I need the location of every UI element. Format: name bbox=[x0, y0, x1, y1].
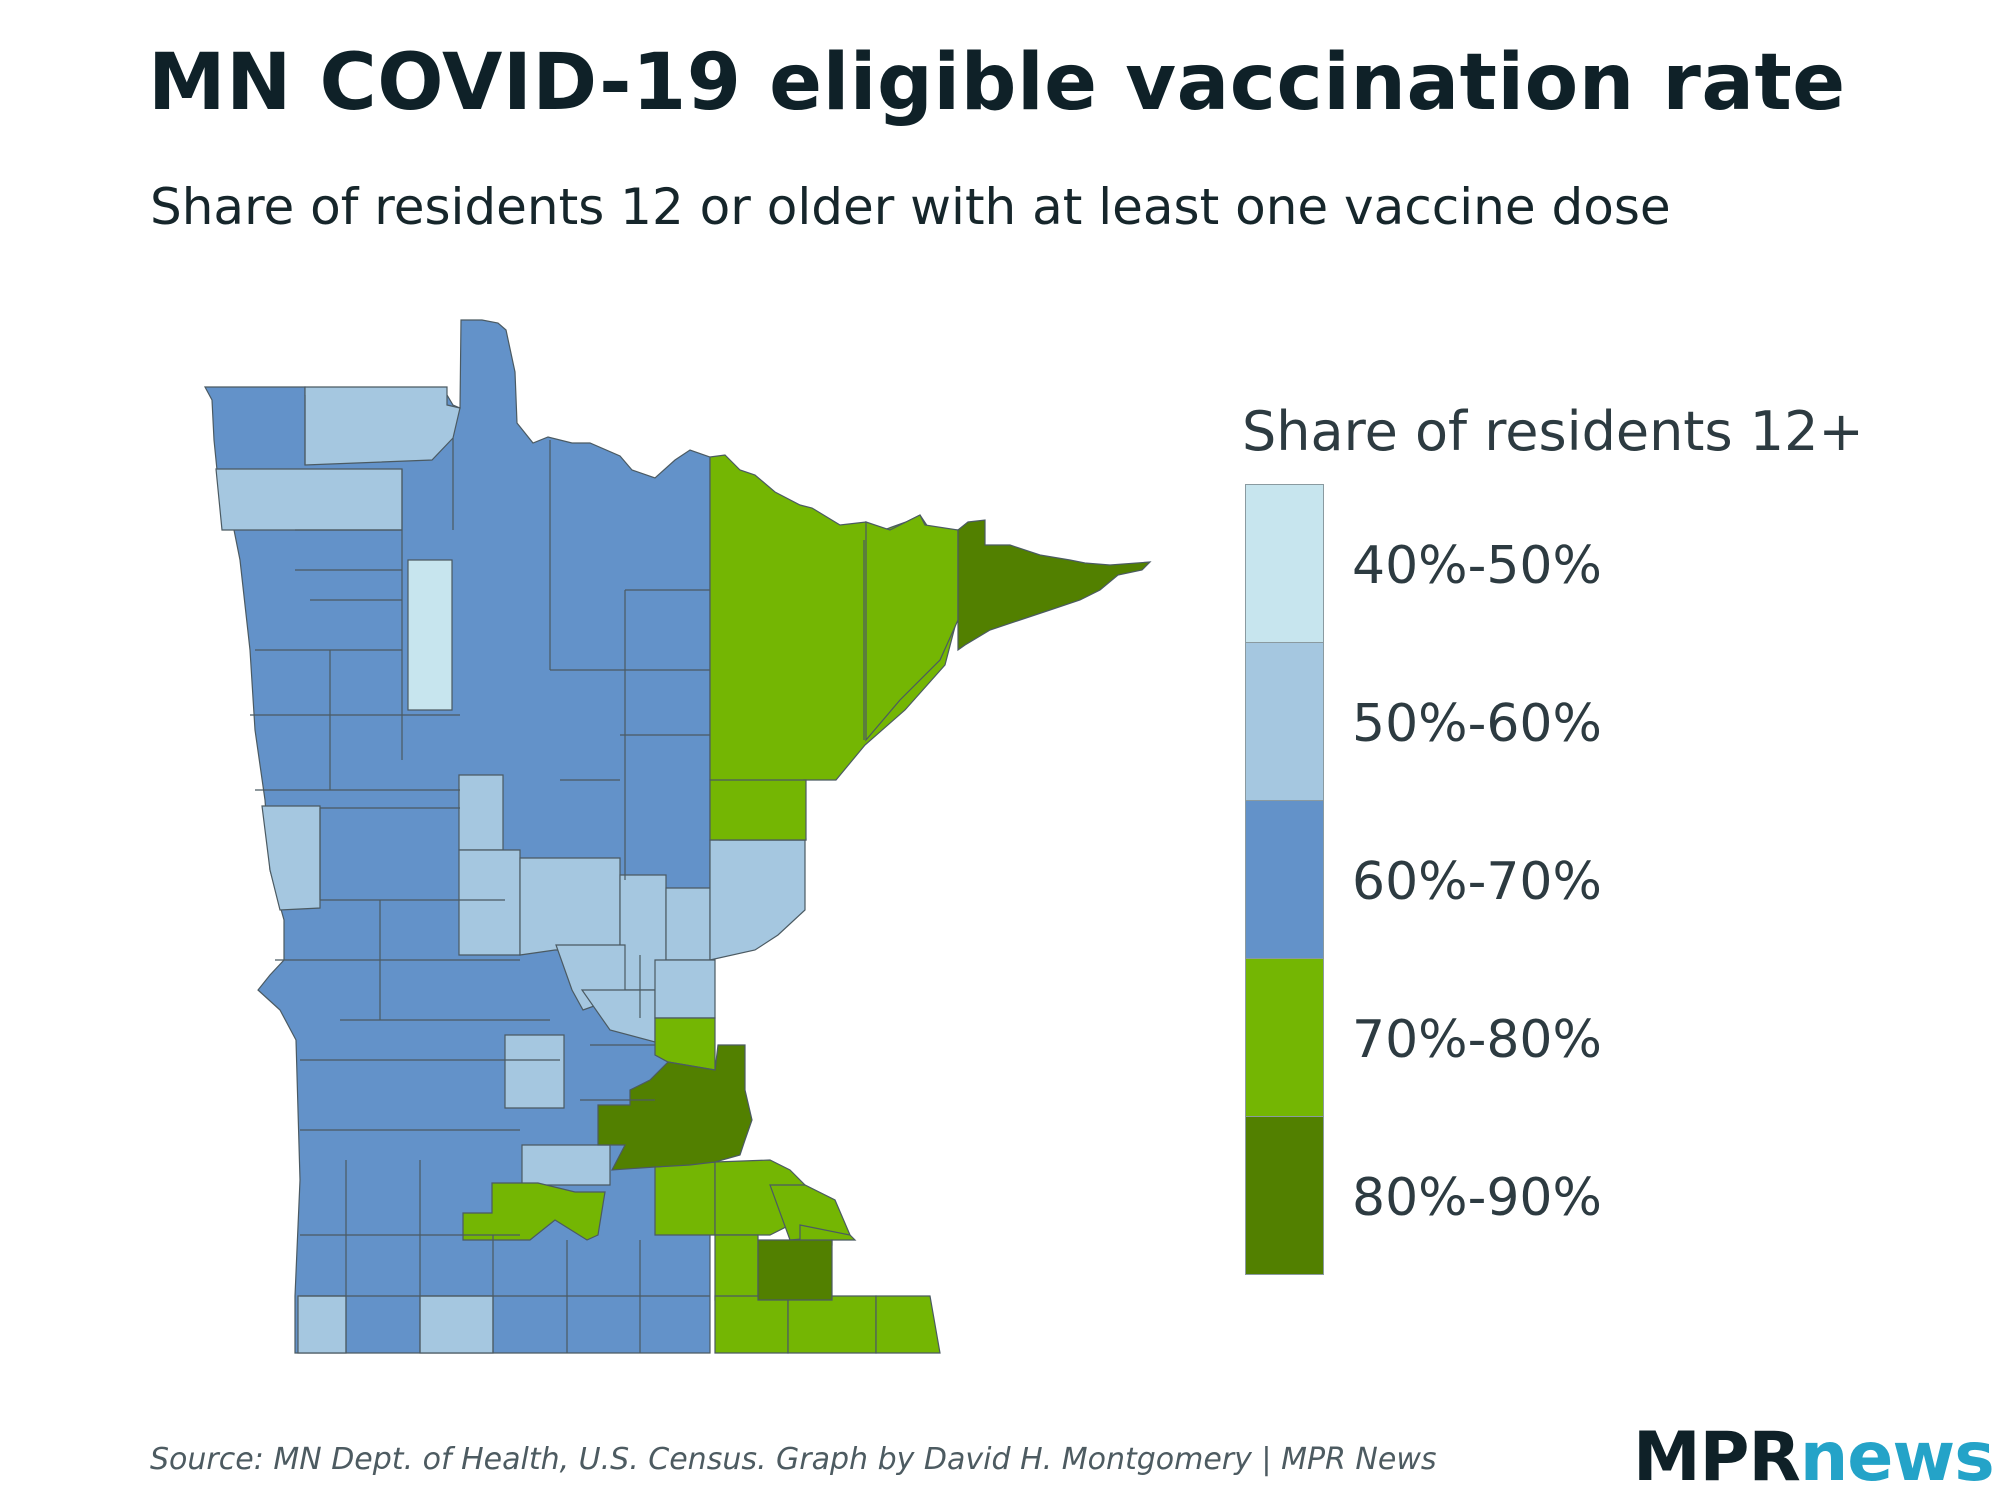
legend-swatch-70-80 bbox=[1245, 958, 1324, 1117]
county-hennepin-metro bbox=[597, 1044, 753, 1171]
logo-news: news bbox=[1799, 1418, 1995, 1497]
county-rice bbox=[714, 1234, 759, 1301]
county-kittson bbox=[304, 386, 461, 466]
county-carlton bbox=[709, 839, 806, 961]
legend-label-80-90: 80%-90% bbox=[1352, 1168, 1602, 1228]
county-marshall bbox=[215, 468, 403, 531]
county-stearns-light bbox=[504, 1034, 565, 1109]
county-todd bbox=[458, 774, 504, 851]
county-borders bbox=[250, 395, 865, 1353]
county-olmsted bbox=[757, 1239, 833, 1301]
chart-subtitle: Share of residents 12 or older with at l… bbox=[150, 178, 1671, 236]
minnesota-county-map bbox=[203, 319, 1152, 1354]
legend-label-60-70: 60%-70% bbox=[1352, 852, 1602, 912]
county-goodhue bbox=[769, 1184, 851, 1241]
county-clearwater bbox=[407, 559, 453, 711]
county-cook bbox=[957, 519, 1152, 652]
county-morrison bbox=[458, 849, 521, 956]
legend-swatch-60-70 bbox=[1245, 800, 1324, 959]
legend-title: Share of residents 12+ bbox=[1242, 400, 1864, 463]
legend-label-40-50: 40%-50% bbox=[1352, 536, 1602, 596]
county-clay bbox=[261, 805, 321, 911]
legend-swatch-80-90 bbox=[1245, 1116, 1324, 1275]
county-fillmore bbox=[875, 1295, 941, 1354]
county-lake bbox=[865, 514, 959, 742]
county-scott bbox=[654, 1161, 716, 1236]
county-kanabec bbox=[665, 887, 711, 961]
county-mille-lacs bbox=[519, 857, 621, 956]
source-credit: Source: MN Dept. of Health, U.S. Census.… bbox=[150, 1442, 1437, 1477]
legend-swatch-50-60 bbox=[1245, 642, 1324, 801]
chart-title: MN COVID-19 eligible vaccination rate bbox=[148, 38, 1846, 128]
county-freeborn bbox=[714, 1295, 789, 1354]
mpr-news-logo: MPRnews bbox=[1633, 1418, 1995, 1497]
logo-mpr: MPR bbox=[1633, 1418, 1801, 1497]
county-jackson bbox=[419, 1295, 494, 1354]
legend-label-50-60: 50%-60% bbox=[1352, 694, 1602, 754]
state-base bbox=[203, 319, 711, 1354]
legend-swatch-40-50 bbox=[1245, 484, 1324, 643]
legend-label-70-80: 70%-80% bbox=[1352, 1010, 1602, 1070]
county-mcleod bbox=[521, 1144, 611, 1186]
county-carlton-green bbox=[709, 779, 807, 841]
county-mower bbox=[787, 1295, 877, 1354]
county-wright-green bbox=[462, 1182, 606, 1241]
county-isanti bbox=[654, 959, 716, 1019]
county-rock bbox=[297, 1295, 347, 1354]
